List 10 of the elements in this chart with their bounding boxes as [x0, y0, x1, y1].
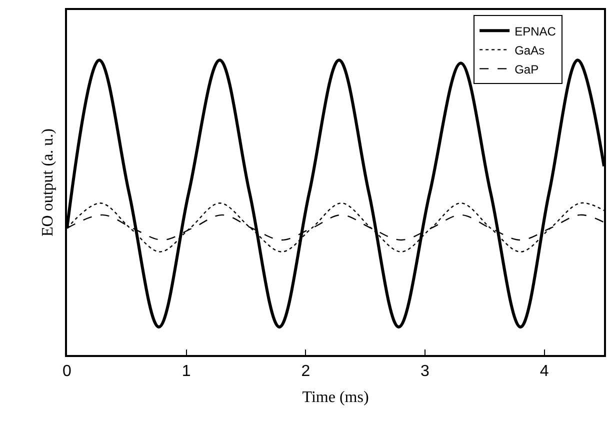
x-tick-label: 1 — [182, 362, 191, 380]
legend-label: EPNAC — [514, 24, 556, 38]
legend-label: GaP — [514, 62, 539, 76]
x-tick-label: 3 — [420, 362, 430, 380]
x-tick-label: 0 — [62, 362, 72, 380]
x-axis-title: Time (ms) — [302, 389, 369, 406]
legend-label: GaAs — [514, 43, 545, 58]
y-axis-title: EO output (a. u.) — [40, 128, 57, 236]
x-tick-label: 2 — [301, 362, 310, 380]
x-tick-label: 4 — [540, 362, 549, 380]
